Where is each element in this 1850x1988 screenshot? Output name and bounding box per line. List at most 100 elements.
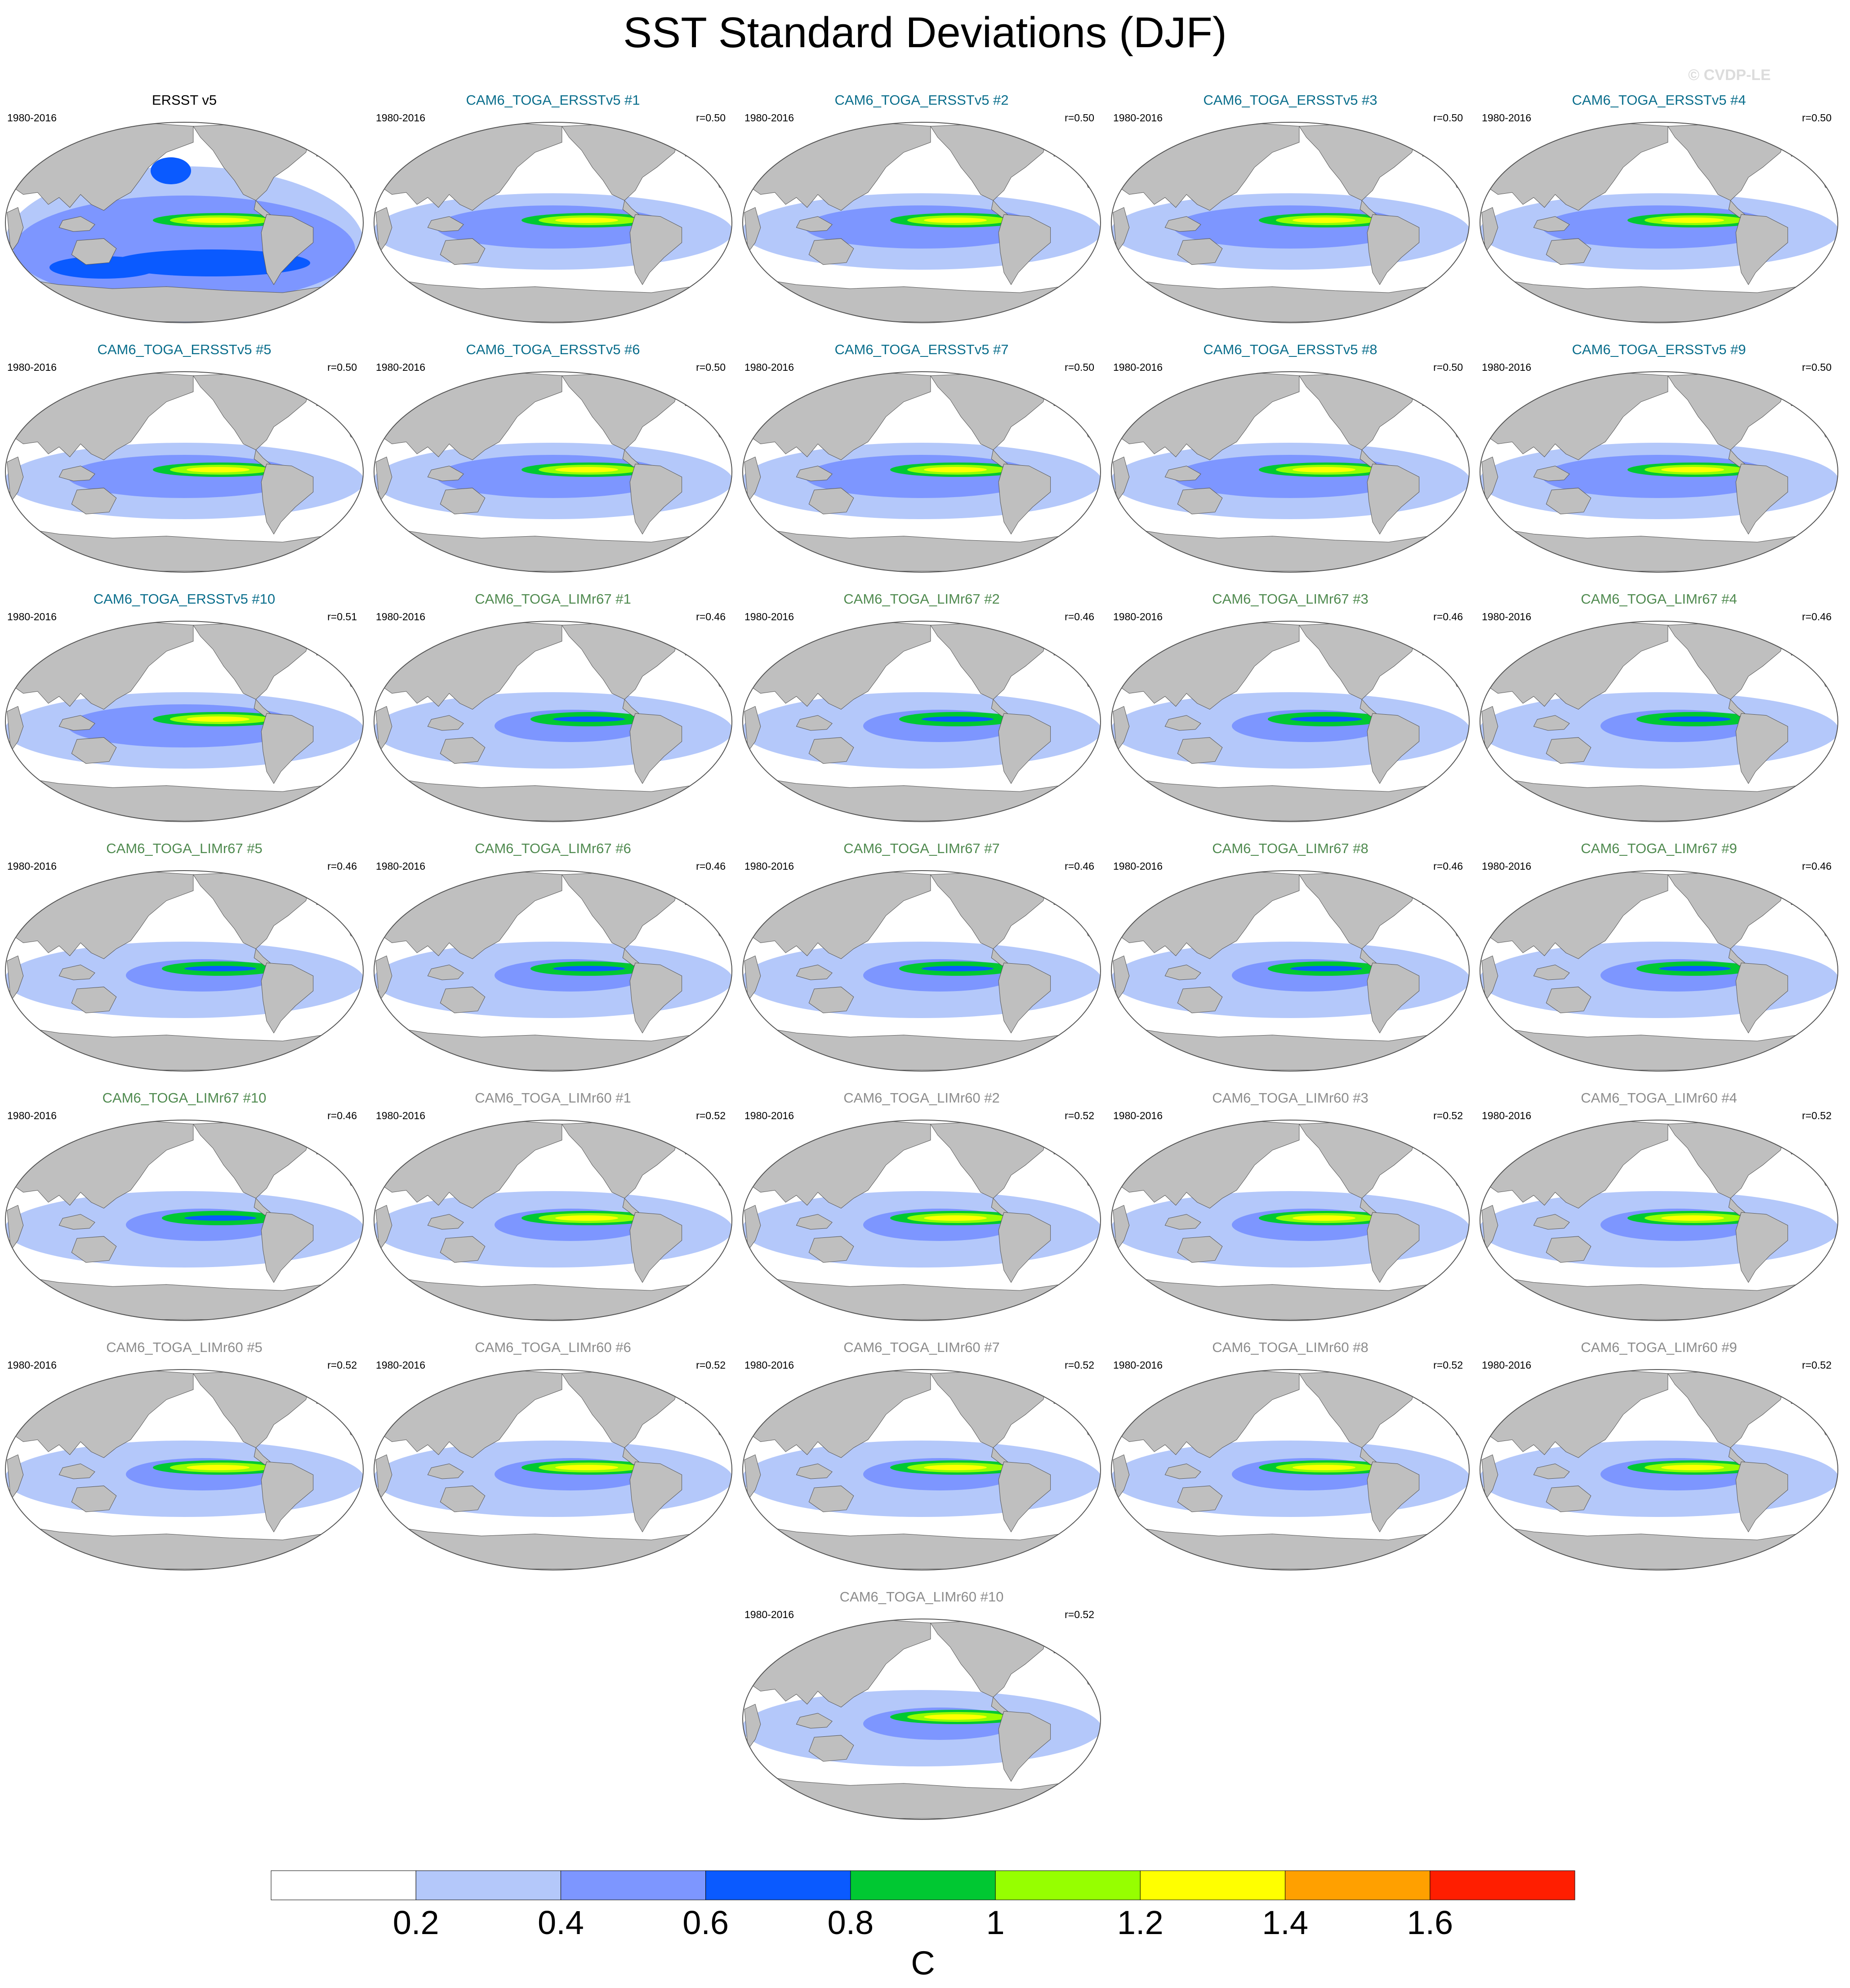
land-maritime-continent xyxy=(796,965,833,980)
panel-title: CAM6_TOGA_LIMr67 #10 xyxy=(102,1090,267,1106)
sst-band-1.2-1.4 xyxy=(924,1465,987,1470)
panel-period: 1980-2016 xyxy=(7,860,57,872)
land-maritime-continent xyxy=(1533,216,1570,232)
land-maritime-continent xyxy=(796,1214,833,1230)
land-maritime-continent xyxy=(1164,216,1201,232)
panel-period: 1980-2016 xyxy=(7,361,57,373)
land-greenland xyxy=(309,629,342,656)
panel-correlation: r=0.52 xyxy=(1065,1359,1094,1371)
map-panel: CAM6_TOGA_ERSSTv5 #5 1980-2016 r=0.50 xyxy=(0,342,369,584)
sst-band-0.6-0.8 xyxy=(1290,966,1362,971)
land-maritime-continent xyxy=(1533,466,1570,481)
panel-period: 1980-2016 xyxy=(1113,1110,1163,1121)
map-panel: ERSST v5 1980-2016 xyxy=(0,92,369,335)
map-border xyxy=(742,1369,1101,1570)
map-border xyxy=(742,122,1101,323)
land-greenland xyxy=(1046,130,1079,157)
panel-period: 1980-2016 xyxy=(376,1359,425,1371)
panel-title: CAM6_TOGA_LIMr60 #7 xyxy=(843,1339,1000,1355)
land-south-america xyxy=(629,1461,682,1533)
panel-title: CAM6_TOGA_ERSSTv5 #9 xyxy=(1572,342,1746,357)
panel-title: CAM6_TOGA_ERSSTv5 #8 xyxy=(1203,342,1377,357)
land-south-america xyxy=(261,214,314,285)
panel-title: CAM6_TOGA_LIMr60 #5 xyxy=(106,1339,263,1355)
colorbar-segment xyxy=(995,1870,1141,1900)
land-australia xyxy=(440,1236,486,1263)
land-maritime-continent xyxy=(1164,1214,1201,1230)
land-maritime-continent xyxy=(58,715,95,731)
land-greenland xyxy=(678,379,711,406)
panel-title: ERSST v5 xyxy=(152,92,217,108)
land-south-america xyxy=(1735,1461,1788,1533)
land-greenland xyxy=(309,130,342,157)
sst-map xyxy=(742,122,1101,323)
map-panel: CAM6_TOGA_LIMr67 #1 1980-2016 r=0.46 xyxy=(369,591,737,834)
sst-band-0.6-0.8 xyxy=(922,716,994,722)
sst-band-1.2-1.4 xyxy=(187,1465,250,1470)
map-border xyxy=(1480,1120,1838,1321)
sst-band-1.2-1.4 xyxy=(555,1215,618,1221)
panel-correlation: r=0.52 xyxy=(327,1359,357,1371)
land-greenland xyxy=(309,1377,342,1404)
land-south-america xyxy=(629,713,682,784)
map-panel: CAM6_TOGA_LIMr60 #1 1980-2016 r=0.52 xyxy=(369,1090,737,1333)
land-greenland xyxy=(678,878,711,905)
panel-title: CAM6_TOGA_LIMr67 #5 xyxy=(106,841,263,856)
land-maritime-continent xyxy=(1164,466,1201,481)
map-border xyxy=(1480,1369,1838,1570)
panel-correlation: r=0.46 xyxy=(1065,611,1094,623)
map-panel: CAM6_TOGA_ERSSTv5 #3 1980-2016 r=0.50 xyxy=(1106,92,1475,335)
map-panel: CAM6_TOGA_LIMr67 #8 1980-2016 r=0.46 xyxy=(1106,841,1475,1083)
map-border xyxy=(5,870,364,1072)
sst-map xyxy=(1111,621,1470,822)
panel-title: CAM6_TOGA_LIMr67 #4 xyxy=(1581,591,1737,607)
sst-band-1.2-1.4 xyxy=(1661,1465,1724,1470)
colorbar-segment xyxy=(1285,1870,1431,1900)
panel-correlation: r=0.51 xyxy=(327,611,357,623)
sst-band-0.6-0.8 xyxy=(553,716,625,722)
land-maritime-continent xyxy=(1533,1463,1570,1479)
panel-correlation: r=0.52 xyxy=(1802,1110,1832,1121)
sst-map xyxy=(5,870,364,1072)
sst-map xyxy=(742,621,1101,822)
map-border xyxy=(1111,371,1470,573)
panel-period: 1980-2016 xyxy=(1113,112,1163,124)
land-greenland xyxy=(309,878,342,905)
panel-period: 1980-2016 xyxy=(744,1110,794,1121)
panel-correlation: r=0.52 xyxy=(696,1359,726,1371)
map-border xyxy=(1111,122,1470,323)
panel-correlation: r=0.50 xyxy=(1802,112,1832,124)
colorbar-segment xyxy=(850,1870,996,1900)
map-panel: CAM6_TOGA_ERSSTv5 #9 1980-2016 r=0.50 xyxy=(1475,342,1843,584)
land-south-america xyxy=(998,214,1051,285)
land-south-america xyxy=(1735,713,1788,784)
map-panel: CAM6_TOGA_ERSSTv5 #2 1980-2016 r=0.50 xyxy=(737,92,1106,335)
map-border xyxy=(5,1120,364,1321)
panel-title: CAM6_TOGA_LIMr60 #4 xyxy=(1581,1090,1737,1106)
colorbar-tick-label: 0.8 xyxy=(827,1904,874,1941)
land-south-america xyxy=(629,463,682,535)
map-border xyxy=(374,1120,732,1321)
sst-map xyxy=(1480,1369,1838,1570)
land-australia xyxy=(1177,238,1223,265)
land-maritime-continent xyxy=(1533,715,1570,731)
sst-map xyxy=(5,1369,364,1570)
colorbar-tick-label: 1.6 xyxy=(1407,1904,1453,1941)
sst-map xyxy=(374,870,732,1072)
panel-correlation: r=0.50 xyxy=(696,361,726,373)
panel-period: 1980-2016 xyxy=(376,860,425,872)
panel-period: 1980-2016 xyxy=(7,1359,57,1371)
map-border xyxy=(374,122,732,323)
panel-title: CAM6_TOGA_ERSSTv5 #5 xyxy=(97,342,272,357)
land-greenland xyxy=(1415,629,1448,656)
land-australia xyxy=(1546,1485,1591,1512)
land-south-america xyxy=(1367,1212,1420,1283)
colorbar-segment xyxy=(1430,1870,1575,1900)
sst-band-0.6-0.8 xyxy=(151,157,191,184)
land-south-america xyxy=(629,1212,682,1283)
sst-band-0.6-0.8 xyxy=(553,966,625,971)
panel-correlation: r=0.50 xyxy=(696,112,726,124)
land-australia xyxy=(1177,1485,1223,1512)
sst-map xyxy=(1480,371,1838,573)
land-south-america xyxy=(998,1461,1051,1533)
